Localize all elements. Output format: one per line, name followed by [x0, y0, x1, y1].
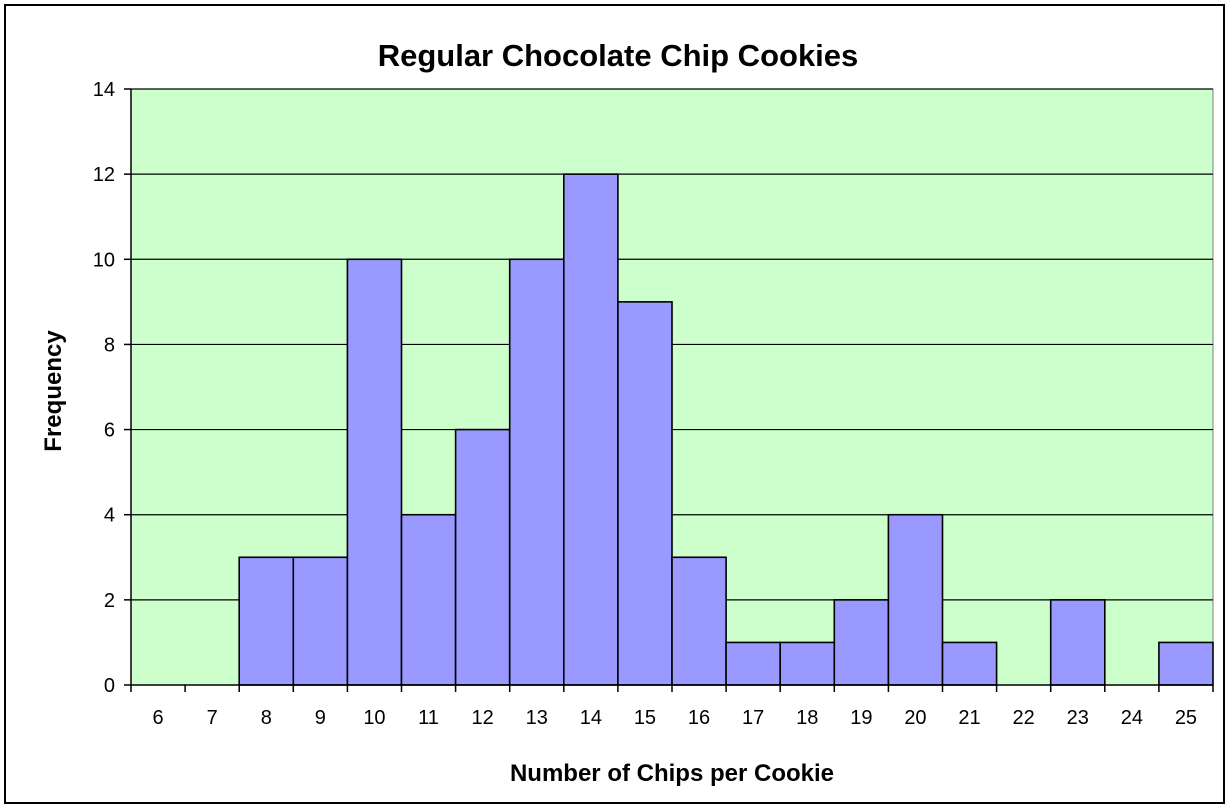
bar-13 [508, 258, 565, 686]
bar-14 [562, 173, 619, 686]
bar-16 [671, 556, 727, 686]
x-tick-label: 21 [958, 707, 980, 729]
y-axis-title: Frequency [40, 330, 67, 452]
x-tick-label: 14 [580, 707, 602, 729]
bar-10 [346, 258, 403, 686]
y-tick-labels: 0 2 4 6 8 10 12 14 [93, 79, 115, 697]
axes [124, 88, 1214, 692]
y-tick-label: 14 [93, 79, 115, 101]
x-tick-label: 7 [207, 707, 218, 729]
x-tick-labels: 6 7 8 9 10 11 12 13 14 15 16 17 18 19 20 21 22 23 24 25 [152, 707, 1197, 729]
x-tick-label: 15 [634, 707, 656, 729]
y-tick-label: 8 [104, 334, 115, 356]
x-tick-label: 23 [1067, 707, 1089, 729]
x-tick-label: 8 [261, 707, 272, 729]
bar-21 [941, 641, 998, 686]
bar-19 [833, 599, 890, 686]
x-tick-label: 22 [1013, 707, 1035, 729]
x-tick-label: 18 [796, 707, 818, 729]
y-tick-label: 6 [104, 420, 115, 442]
x-tick-label: 17 [742, 707, 764, 729]
y-tick-label: 0 [104, 675, 115, 697]
x-tick-label: 20 [904, 707, 926, 729]
bar-18 [779, 641, 836, 686]
x-axis-title: Number of Chips per Cookie [510, 760, 834, 787]
x-tick-label: 11 [418, 707, 439, 729]
bar-11 [400, 513, 457, 686]
bar-23 [1049, 599, 1106, 686]
x-tick-label: 13 [526, 707, 548, 729]
x-tick-label: 9 [315, 707, 326, 729]
bar-15 [617, 301, 673, 686]
chart-title: Regular Chocolate Chip Cookies [378, 38, 859, 73]
y-tick-label: 10 [93, 249, 115, 271]
x-tick-label: 19 [850, 707, 872, 729]
x-tick-label: 16 [688, 707, 710, 729]
x-tick-label: 10 [363, 707, 385, 729]
y-tick-label: 4 [104, 505, 115, 527]
x-tick-label: 25 [1175, 707, 1197, 729]
x-tick-label: 12 [472, 707, 494, 729]
x-tick-label: 6 [152, 707, 163, 729]
bar-25 [1158, 641, 1214, 686]
bars [238, 173, 1214, 686]
bar-8 [238, 556, 295, 686]
bar-12 [454, 428, 511, 686]
x-tick-label: 24 [1121, 707, 1143, 729]
bar-20 [887, 513, 944, 686]
y-tick-label: 12 [93, 164, 115, 186]
bar-9 [292, 556, 349, 686]
y-tick-label: 2 [104, 590, 115, 612]
bar-17 [725, 641, 781, 686]
